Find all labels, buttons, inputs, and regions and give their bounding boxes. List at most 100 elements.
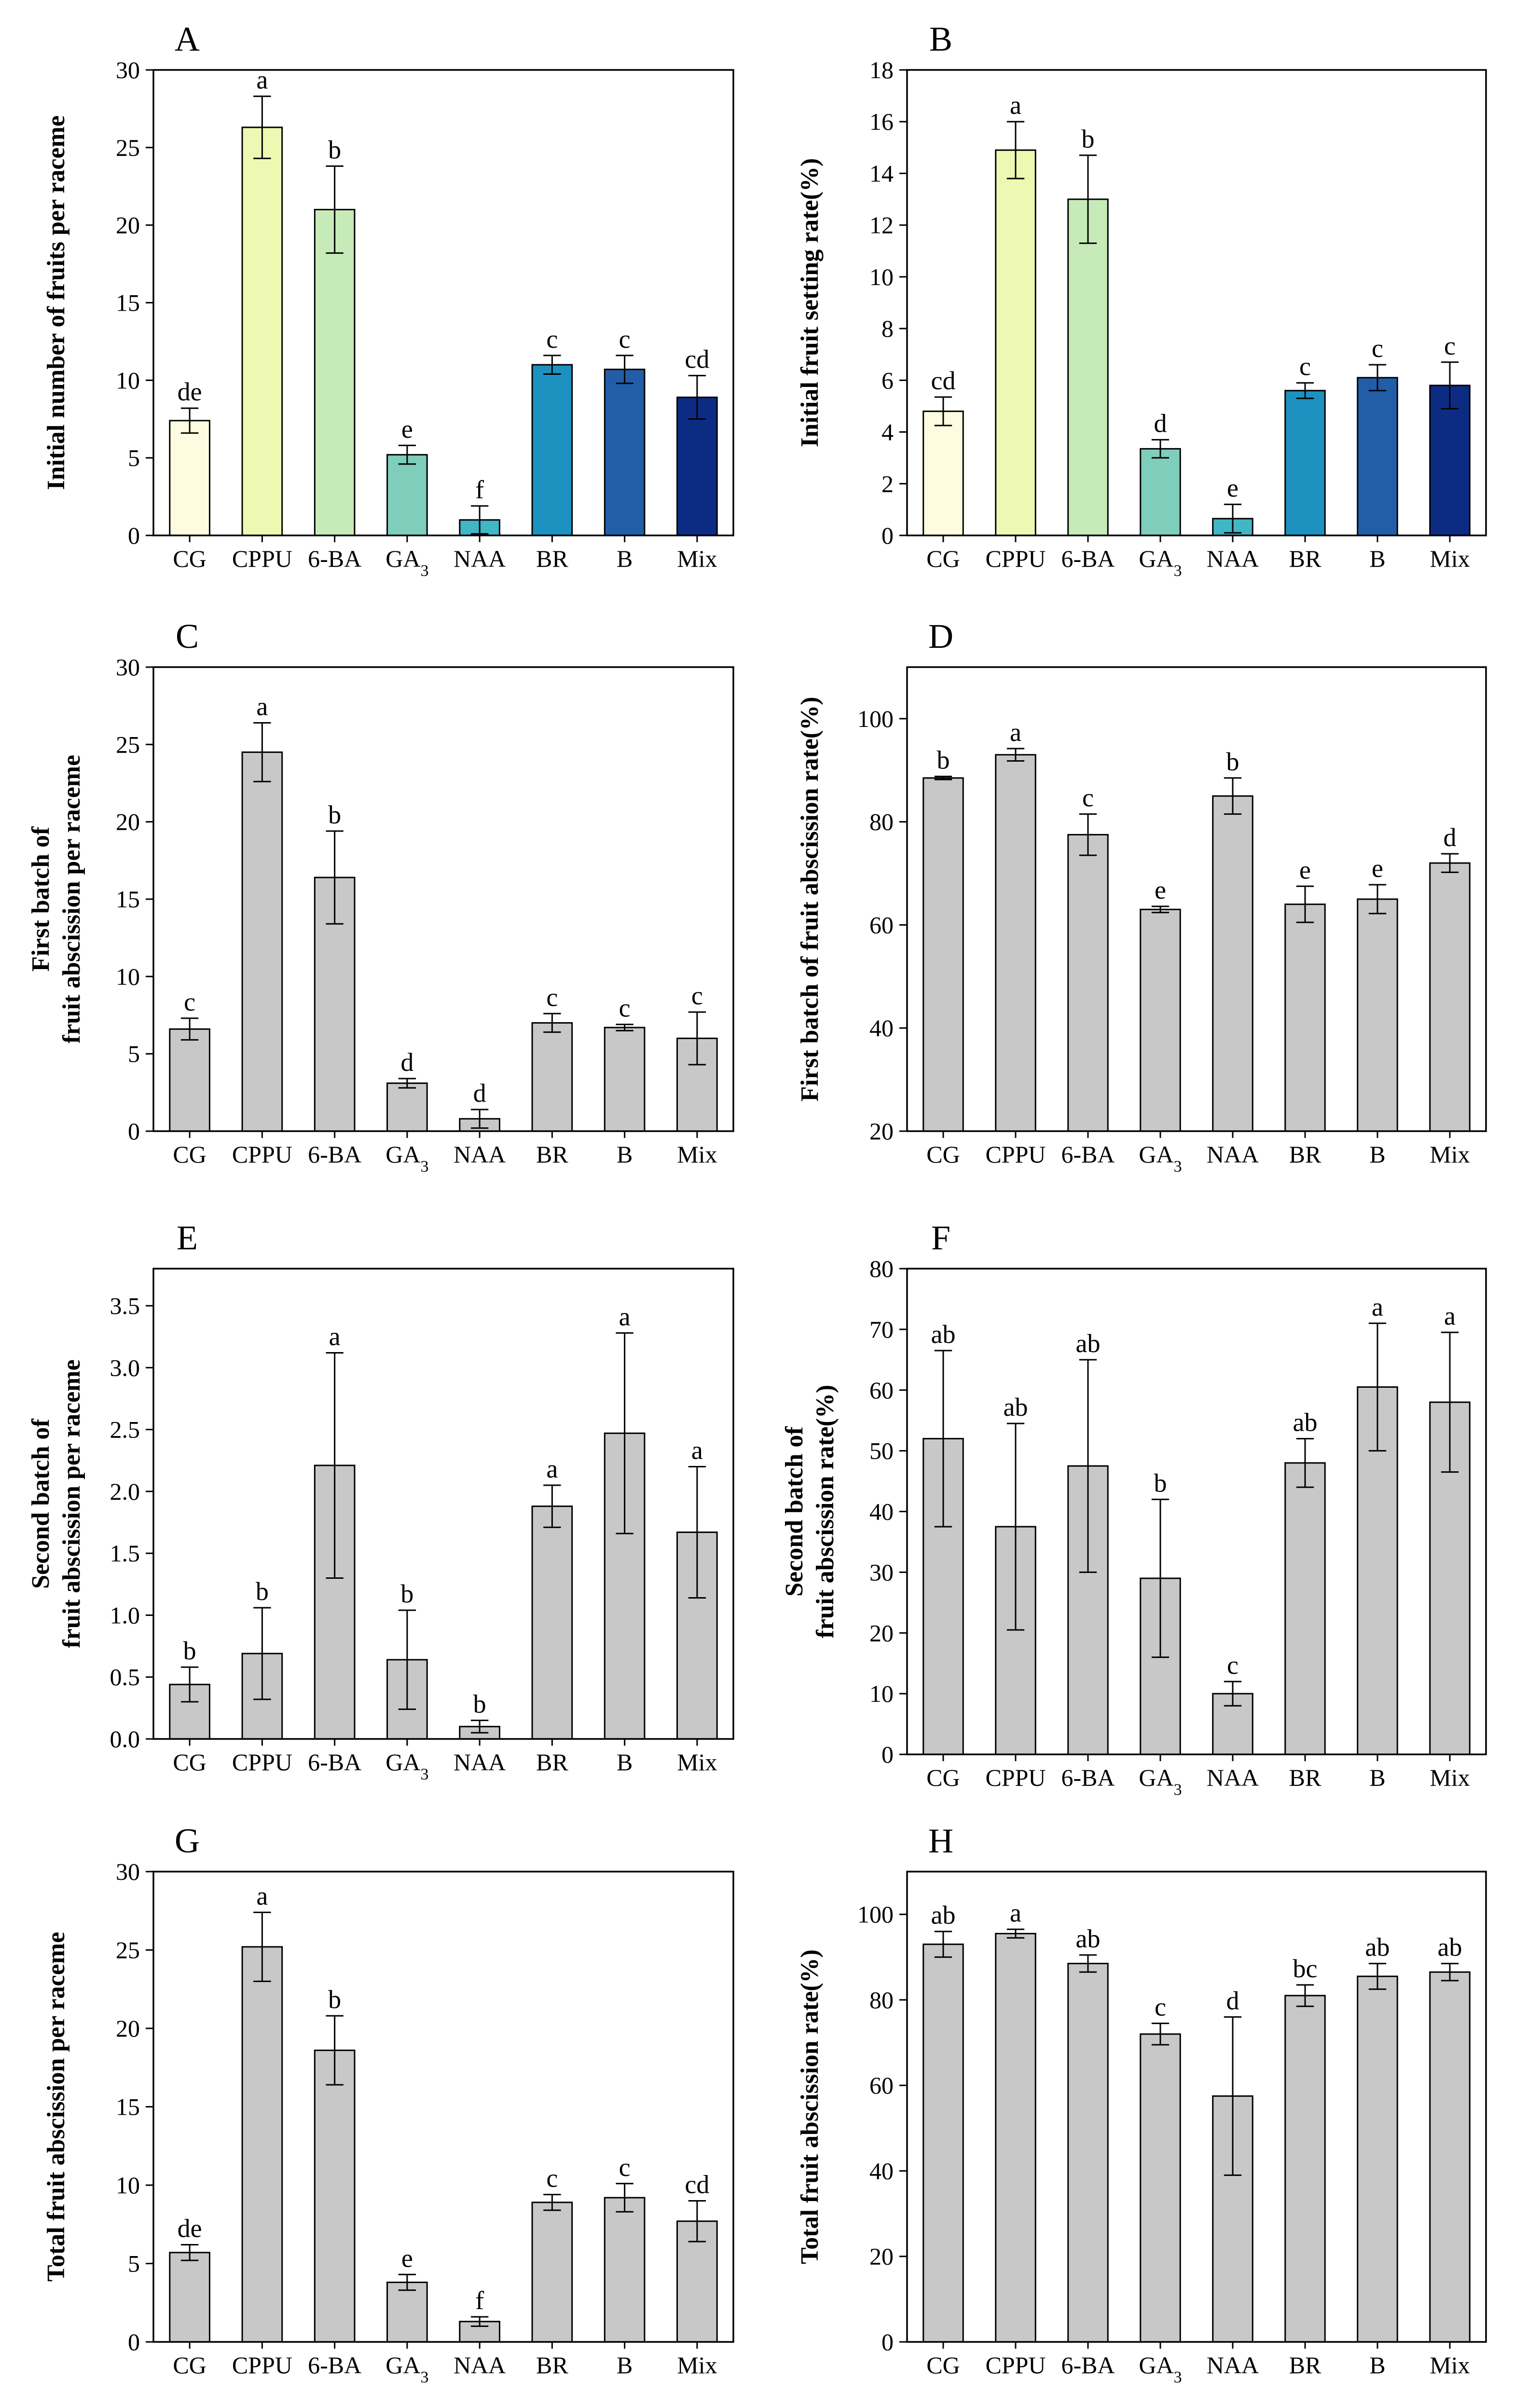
bar-br [1284, 1462, 1326, 1755]
y-tick-label: 0.0 [110, 1725, 140, 1752]
x-tick-label: BR [1289, 2352, 1321, 2379]
y-tick-label: 5 [128, 444, 140, 471]
bar-6-ba [1067, 1963, 1109, 2343]
chart-panel-d: D First batch of fruit abscission rate(%)… [796, 617, 1487, 1176]
significance-letter: de [178, 2214, 202, 2243]
y-tick-label: 80 [869, 808, 894, 835]
significance-letter: cd [931, 366, 956, 395]
significance-letter: b [183, 1636, 196, 1665]
chart-panel-a: A Initial number of fruits per raceme 0 5 10… [42, 20, 734, 580]
bar-cppu [241, 126, 283, 536]
x-tick-label: 6-BA [308, 545, 361, 572]
chart-panel-b: B Initial fruit setting rate(%) 0 2 4 6 8 10 12 1… [796, 20, 1487, 580]
y-axis-label: First batch of fruit abscission rate(%) [796, 697, 824, 1101]
x-tick-label: B [1369, 1764, 1385, 1791]
significance-letter: b [328, 1985, 341, 2014]
y-tick-label: 2.5 [110, 1416, 140, 1443]
x-tick-label: CG [926, 545, 960, 572]
x-tick-label: B [617, 2352, 633, 2379]
bar-b [604, 2197, 646, 2343]
y-tick-label: 80 [869, 1986, 894, 2013]
y-tick-label: 10 [116, 2172, 140, 2199]
y-tick-label: 50 [869, 1437, 894, 1464]
x-tick-label: NAA [1207, 2352, 1259, 2379]
x-tick-label: Mix [1430, 1764, 1470, 1791]
significance-letter: e [1155, 876, 1166, 904]
bar-br [531, 2202, 573, 2343]
x-tick-label: GA3 [385, 1141, 428, 1176]
bar-br [1284, 1995, 1326, 2343]
x-tick-label: BR [536, 545, 568, 572]
x-tick-label: 6-BA [308, 1749, 361, 1776]
x-tick-label: Mix [677, 1141, 717, 1168]
x-tick-label: Mix [1430, 1141, 1470, 1168]
significance-letter: c [1299, 352, 1311, 381]
x-tick-label: NAA [454, 2352, 506, 2379]
y-tick-label: 5 [128, 1040, 140, 1067]
panel-letter: A [175, 20, 200, 58]
panel-letter: H [928, 1821, 953, 1860]
bar-cppu [995, 1933, 1036, 2343]
chart-panel-h: H Total fruit abscission rate(%) 0 20 40 60 80… [796, 1821, 1487, 2386]
chart-panel-f: F Second batch of fruit abscission rate(%)… [781, 1218, 1487, 1799]
y-tick-label: 80 [869, 1255, 894, 1282]
bar-ga3 [386, 2282, 428, 2343]
significance-letter: bc [1293, 1954, 1318, 1983]
bar-cppu [241, 1946, 283, 2343]
bar-6-ba [314, 2050, 356, 2343]
x-tick-label: CG [173, 545, 206, 572]
bar-b [1357, 1975, 1398, 2343]
significance-letter: b [1082, 124, 1095, 153]
y-tick-label: 30 [116, 654, 140, 681]
plot-frame [906, 69, 1487, 536]
significance-letter: ab [1076, 1924, 1101, 1953]
significance-letter: f [475, 2286, 484, 2315]
y-tick-label: 10 [869, 1680, 894, 1707]
significance-letter: e [1372, 854, 1383, 883]
panel-letter: G [175, 1821, 200, 1860]
bar-cppu [995, 149, 1036, 536]
bar-ga3 [386, 1082, 428, 1132]
x-tick-label: Mix [677, 1749, 717, 1776]
y-tick-label: 40 [869, 1498, 894, 1525]
bar-ga3 [386, 454, 428, 536]
significance-letter: b [256, 1577, 269, 1606]
significance-letter: ab [1293, 1408, 1318, 1437]
bar-cg [169, 420, 210, 536]
x-tick-label: CPPU [232, 1141, 292, 1168]
y-tick-label: 20 [116, 2015, 140, 2042]
y-tick-label: 0 [128, 1118, 140, 1145]
y-tick-label: 1.5 [110, 1540, 140, 1567]
y-tick-label: 20 [869, 1118, 894, 1145]
significance-letter: d [400, 1048, 413, 1077]
significance-letter: c [1227, 1651, 1239, 1680]
x-tick-label: GA3 [1139, 1764, 1182, 1799]
y-tick-label: 10 [116, 367, 140, 394]
chart-panel-c: C First batch of fruit abscission per race… [27, 617, 734, 1176]
bar-br [531, 364, 573, 536]
y-tick-label: 14 [869, 160, 894, 187]
y-axis-label: Total fruit abscission per raceme [42, 1932, 70, 2282]
y-tick-label: 60 [869, 1377, 894, 1404]
x-tick-label: BR [536, 1749, 568, 1776]
y-tick-label: 2.0 [110, 1478, 140, 1505]
significance-letter: d [473, 1079, 486, 1108]
significance-letter: d [1444, 823, 1457, 852]
x-tick-label: NAA [454, 545, 506, 572]
x-tick-label: 6-BA [1061, 1764, 1115, 1791]
x-tick-label: GA3 [385, 1749, 428, 1783]
y-axis-label: fruit abscission per raceme [58, 1359, 85, 1648]
significance-letter: d [1226, 1986, 1239, 2015]
bar-6-ba [1067, 834, 1109, 1132]
x-tick-label: NAA [454, 1141, 506, 1168]
y-tick-label: 0 [881, 2328, 894, 2355]
x-tick-label: B [1369, 545, 1385, 572]
significance-letter: c [619, 2153, 631, 2182]
x-tick-label: CG [926, 1141, 960, 1168]
x-tick-label: 6-BA [1061, 1141, 1115, 1168]
y-tick-label: 10 [869, 263, 894, 290]
bar-mix [1429, 862, 1471, 1132]
bar-cppu [995, 754, 1036, 1132]
x-tick-label: Mix [677, 545, 717, 572]
